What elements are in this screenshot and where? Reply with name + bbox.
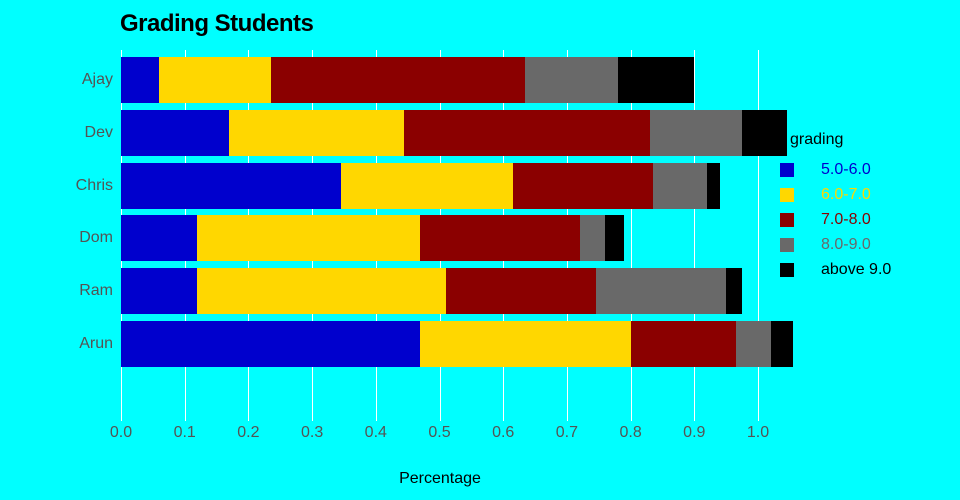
legend-label: 7.0-8.0 [821,211,871,228]
bar-segment-chris-above-9-0 [707,162,720,209]
bar-segment-dom-above-9-0 [605,215,625,262]
legend-swatch [780,213,794,227]
bar-segment-chris-8-0-9-0 [652,162,708,209]
bar-segment-dom-8-0-9-0 [579,215,606,262]
bar-segment-ram-6-0-7-0 [197,268,446,315]
bar-segment-arun-6-0-7-0 [420,321,631,367]
legend-swatch [780,238,794,252]
legend-label: 5.0-6.0 [821,161,871,178]
bar-segment-dev-8-0-9-0 [649,109,743,156]
x-axis-title: Percentage [399,470,481,487]
legend-label: above 9.0 [821,261,892,278]
bar-segment-ram-above-9-0 [726,268,743,315]
bar-segment-dev-5-0-6-0 [121,109,230,156]
x-tick-label: 0.9 [683,424,706,441]
legend: grading 5.0-6.0 6.0-7.0 7.0-8.0 8.0-9.0 abov… [780,131,891,283]
y-axis-label: Arun [79,335,113,352]
legend-swatch [780,188,794,202]
bar-segment-dev-6-0-7-0 [229,109,405,156]
grid-line [630,50,632,421]
chart-title: Grading Students [120,10,314,37]
bar-segment-ram-7-0-8-0 [445,268,596,315]
x-tick-label: 0.7 [555,424,579,441]
legend-swatch [780,263,794,277]
x-tick-label: 0.1 [173,424,196,441]
legend-swatch [780,163,794,177]
x-tick-label: 0.5 [428,424,451,441]
y-axis-label: Ajay [81,71,113,88]
bar-segment-arun-above-9-0 [770,321,794,367]
grid-line [758,50,759,421]
bar-segment-dom-7-0-8-0 [420,215,580,262]
legend-title: grading [790,131,844,148]
legend-entry-6-0-7-0[interactable]: 6.0-7.0 [780,183,871,208]
y-axis-label: Ram [79,282,113,300]
legend-entry-7-0-8-0[interactable]: 7.0-8.0 [780,208,871,233]
bar-segment-dev-7-0-8-0 [404,109,650,156]
bar-segment-ajay-8-0-9-0 [525,57,618,103]
legend-entry-5-0-6-0[interactable]: 5.0-6.0 [780,158,871,183]
legend-label: 6.0-7.0 [821,186,871,203]
x-tick-label: 0.8 [619,424,642,441]
bar-segment-ram-8-0-9-0 [595,268,727,315]
legend-entry-8-0-9-0[interactable]: 8.0-9.0 [780,233,871,258]
bar-segment-ajay-7-0-8-0 [270,57,526,103]
bar-segment-dom-6-0-7-0 [197,215,421,262]
grid-line [694,50,696,421]
x-tick-label: 0.2 [237,424,260,441]
y-axis-label: Dev [84,123,113,141]
bar-segment-chris-7-0-8-0 [512,162,653,209]
y-axis-label: Chris [75,176,113,194]
bar-segment-ajay-above-9-0 [617,57,695,103]
bar-segment-dom-5-0-6-0 [121,215,198,262]
x-tick-label: 0.3 [300,424,324,441]
legend-entry-above-9-0[interactable]: above 9.0 [780,258,891,283]
x-tick-label: 0.0 [109,424,133,441]
bar-segment-ajay-5-0-6-0 [121,57,160,103]
bar-segment-ram-5-0-6-0 [121,268,198,315]
x-tick-label: 0.6 [492,424,515,441]
bar-segment-arun-8-0-9-0 [735,321,771,367]
bar-segment-chris-5-0-6-0 [121,162,341,209]
x-tick-label: 0.4 [364,424,387,441]
bar-segment-chris-6-0-7-0 [340,162,513,209]
bar-segment-ajay-6-0-7-0 [159,57,271,103]
bar-segment-dev-above-9-0 [742,109,787,156]
legend-entries: 5.0-6.0 6.0-7.0 7.0-8.0 8.0-9.0 above 9.0 [780,158,891,283]
bar-segment-arun-7-0-8-0 [630,321,736,367]
bar-segment-arun-5-0-6-0 [121,321,421,367]
y-axis-label: Dom [79,229,113,247]
x-tick-label: 1.0 [746,424,770,441]
legend-label: 8.0-9.0 [821,236,871,253]
